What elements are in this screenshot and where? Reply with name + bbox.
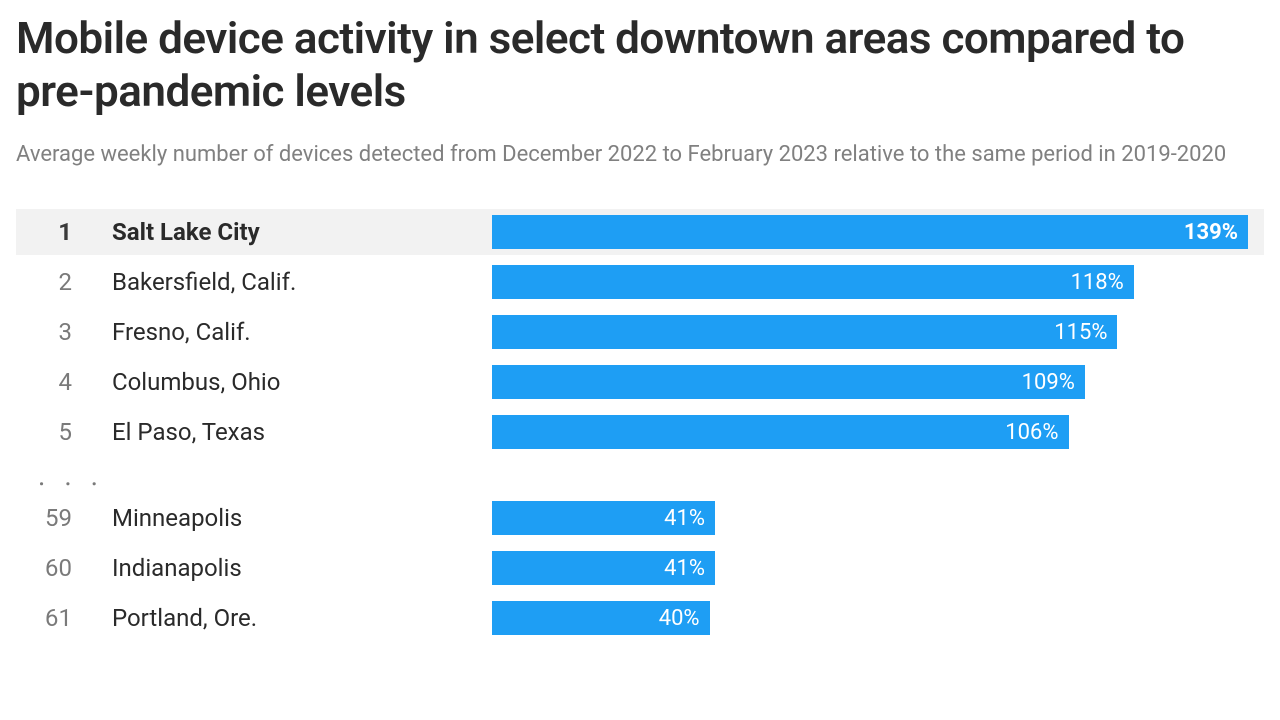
bar: 106% [492, 415, 1069, 449]
rank-cell: 4 [32, 368, 112, 396]
table-row: 2Bakersfield, Calif.118% [16, 259, 1264, 305]
bar: 115% [492, 315, 1117, 349]
bar-track: 41% [492, 551, 1248, 585]
table-row: 3Fresno, Calif.115% [16, 309, 1264, 355]
bar: 41% [492, 501, 715, 535]
city-cell: Indianapolis [112, 554, 492, 582]
table-row: 1Salt Lake City139% [16, 209, 1264, 255]
bar-track: 118% [492, 265, 1248, 299]
bar-track: 41% [492, 501, 1248, 535]
bar-track: 115% [492, 315, 1248, 349]
rank-cell: 59 [32, 504, 112, 532]
bar: 40% [492, 601, 710, 635]
table-row: 59Minneapolis41% [16, 495, 1264, 541]
city-cell: Fresno, Calif. [112, 318, 492, 346]
bar-track: 139% [492, 215, 1248, 249]
bar: 139% [492, 215, 1248, 249]
bar-track: 109% [492, 365, 1248, 399]
city-cell: Bakersfield, Calif. [112, 268, 492, 296]
bar: 109% [492, 365, 1085, 399]
chart-title: Mobile device activity in select downtow… [16, 12, 1264, 118]
rank-cell: 61 [32, 604, 112, 632]
city-cell: Columbus, Ohio [112, 368, 492, 396]
rank-cell: 1 [32, 218, 112, 246]
table-row: 5El Paso, Texas106% [16, 409, 1264, 455]
ellipsis-row: . . . [16, 455, 1264, 495]
bar: 41% [492, 551, 715, 585]
bar-track: 40% [492, 601, 1248, 635]
chart-subtitle: Average weekly number of devices detecte… [16, 140, 1256, 170]
table-row: 61Portland, Ore.40% [16, 595, 1264, 641]
city-cell: El Paso, Texas [112, 418, 492, 446]
rank-cell: 3 [32, 318, 112, 346]
rank-cell: 60 [32, 554, 112, 582]
rank-cell: 2 [32, 268, 112, 296]
bar-track: 106% [492, 415, 1248, 449]
city-cell: Minneapolis [112, 504, 492, 532]
bar: 118% [492, 265, 1134, 299]
table-row: 60Indianapolis41% [16, 545, 1264, 591]
city-cell: Salt Lake City [112, 218, 492, 246]
table-row: 4Columbus, Ohio109% [16, 359, 1264, 405]
city-cell: Portland, Ore. [112, 604, 492, 632]
bar-chart: 1Salt Lake City139%2Bakersfield, Calif.1… [16, 209, 1264, 641]
rank-cell: 5 [32, 418, 112, 446]
